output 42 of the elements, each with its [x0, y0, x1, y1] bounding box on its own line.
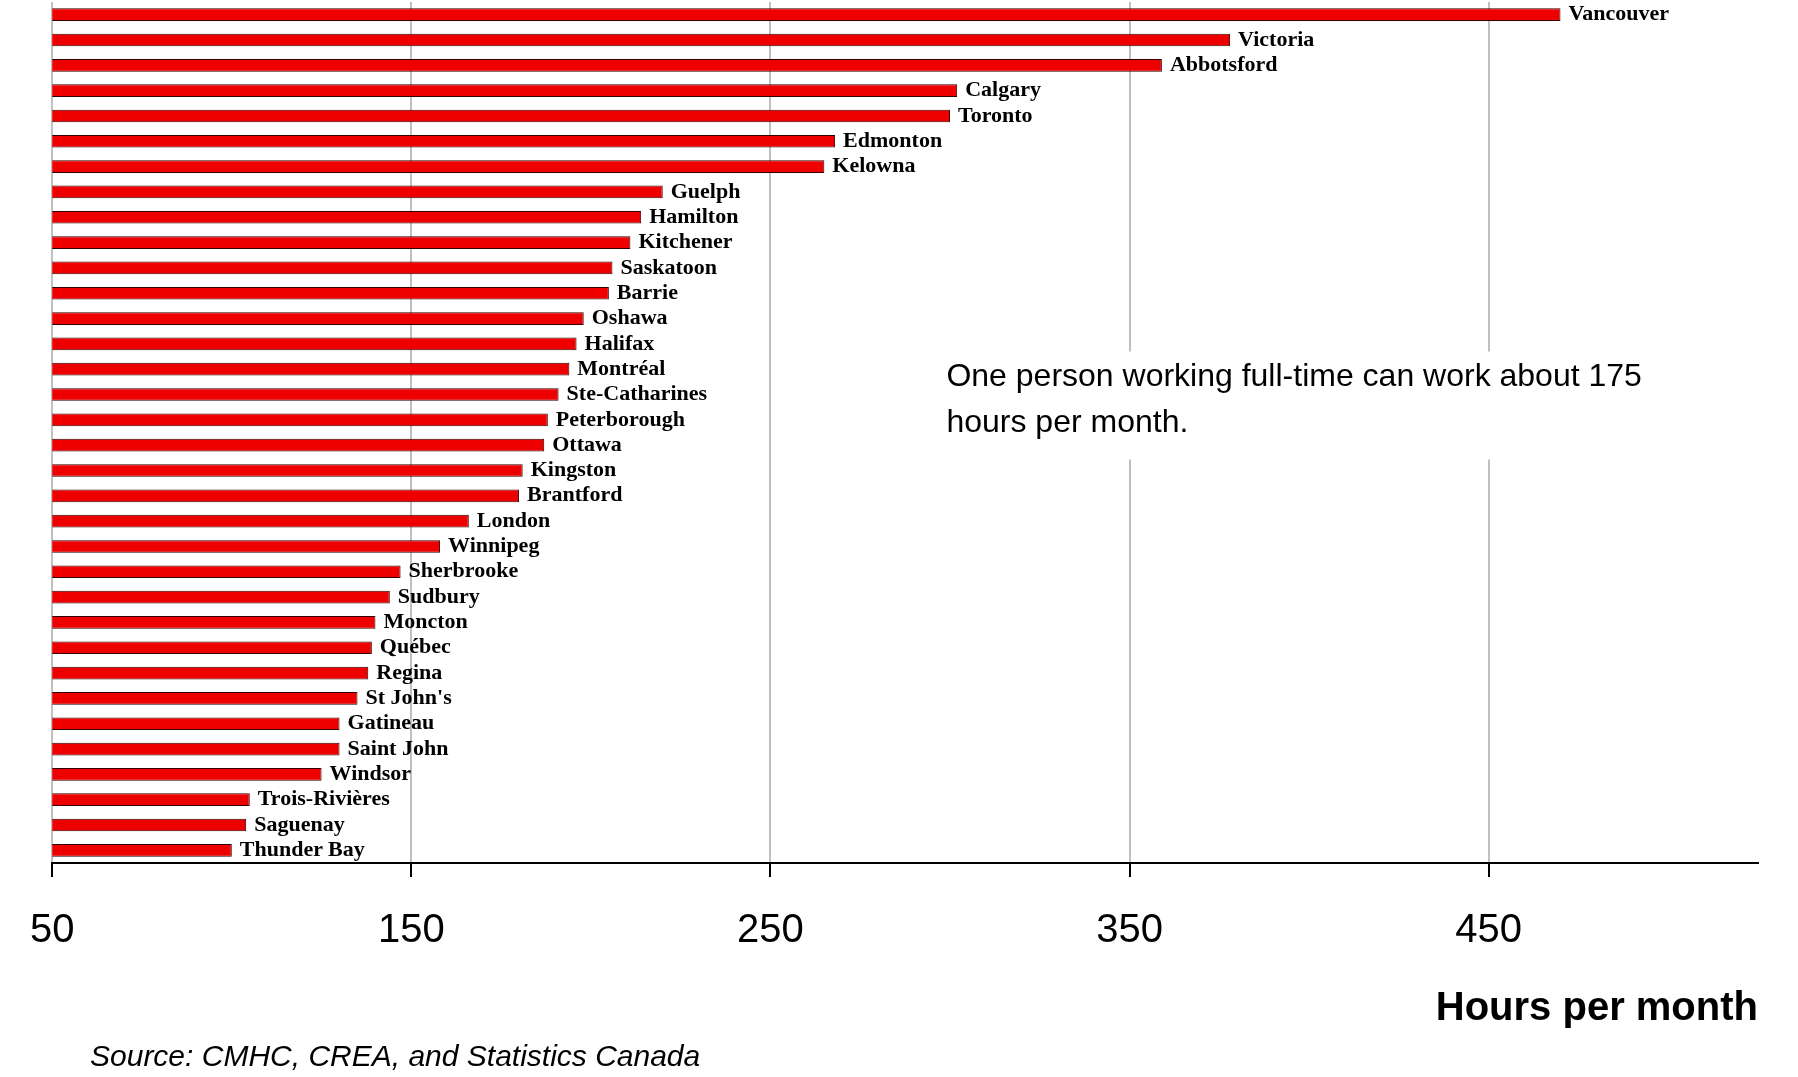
y-tick-label: Kingston: [530, 456, 617, 482]
y-tick-label: Toronto: [958, 101, 1033, 127]
y-tick-label: Sudbury: [397, 582, 480, 608]
x-tick-label: 50: [30, 906, 75, 951]
y-tick-label: Calgary: [965, 76, 1041, 102]
y-tick-label: Trois-Rivières: [257, 785, 391, 811]
y-tick-label: Brantford: [527, 481, 623, 507]
y-tick-label: Gatineau: [347, 709, 435, 735]
y-tick-label: Moncton: [383, 608, 468, 634]
y-tick-label: London: [476, 506, 551, 532]
y-tick-label: Kelowna: [832, 152, 916, 178]
x-axis-title: Hours per month: [1435, 984, 1758, 1029]
y-tick-label: Saskatoon: [620, 253, 718, 279]
y-tick-label: Victoria: [1238, 25, 1315, 51]
y-tick-label: Montréal: [577, 354, 666, 380]
y-tick-label: Kitchener: [638, 228, 733, 254]
y-tick-label: Barrie: [616, 278, 679, 304]
y-tick-label: St John's: [365, 684, 453, 710]
y-tick-label: Edmonton: [843, 126, 943, 152]
y-tick-label: Québec: [379, 633, 451, 659]
y-tick-label: Peterborough: [555, 405, 685, 431]
y-tick-label: Abbotsford: [1169, 51, 1278, 76]
y-tick-label: Vancouver: [1568, 0, 1670, 26]
y-tick-label: Guelph: [670, 177, 741, 203]
y-tick-label: Halifax: [584, 329, 655, 355]
y-tick-label: Sherbrooke: [408, 557, 519, 583]
y-tick-label: Saguenay: [254, 810, 345, 836]
y-tick-label: Thunder Bay: [239, 836, 365, 862]
x-tick-label: 250: [737, 906, 804, 951]
y-tick-label: Windsor: [329, 760, 412, 786]
x-tick-label: 150: [377, 906, 445, 951]
x-tick-label: 350: [1096, 906, 1163, 951]
y-tick-label: Ste-Catharines: [566, 380, 708, 406]
y-tick-label: Winnipeg: [448, 532, 540, 558]
x-tick-label: 450: [1455, 906, 1523, 951]
annotation: One person working full-time can work about 175 hours per month.: [946, 357, 1642, 440]
y-tick-label: Oshawa: [591, 304, 668, 330]
source-note: Source: CMHC, CREA, and Statistics Canada: [90, 1039, 701, 1073]
y-tick-label: Hamilton: [649, 202, 739, 228]
y-tick-label: Ottawa: [552, 430, 622, 456]
y-tick-label: Saint John: [347, 734, 449, 760]
y-tick-label: Regina: [376, 658, 443, 684]
